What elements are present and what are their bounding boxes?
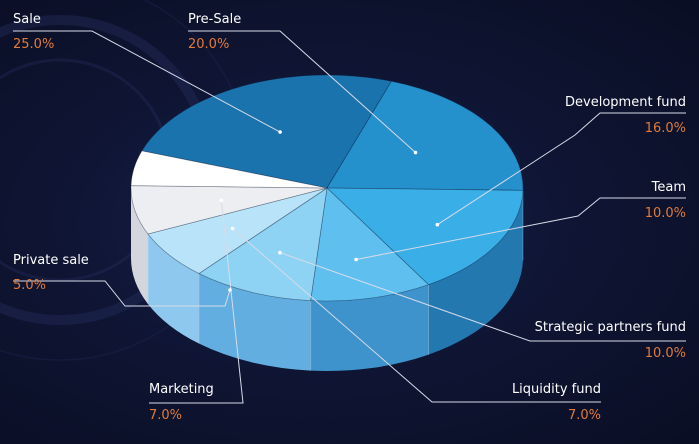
slice-label-marketing: Marketing — [149, 382, 214, 397]
slice-value-sale: 25.0% — [13, 37, 54, 52]
slice-sale — [141, 74, 393, 189]
slice-side-marketing — [131, 188, 148, 304]
leader-line-strategic-partners-fund — [279, 252, 686, 342]
slice-value-team: 10.0% — [645, 206, 686, 221]
slice-side-team — [310, 284, 429, 371]
slice-label-pre-sale: Pre-Sale — [188, 12, 241, 27]
leader-line-development-fund — [437, 112, 686, 226]
leader-dot — [413, 150, 418, 155]
slice-value-liquidity-fund: 7.0% — [568, 408, 601, 423]
leader-dot — [354, 257, 358, 262]
leader-line-team — [355, 197, 686, 261]
slice-liquidity-fund — [147, 187, 328, 275]
slice-value-marketing: 7.0% — [149, 408, 182, 423]
slice-side-strategic-partners-fund — [198, 273, 311, 371]
leader-lines — [13, 30, 686, 404]
slice-label-development-fund: Development fund — [565, 95, 686, 110]
slice-side-liquidity-fund — [147, 233, 199, 344]
leader-dot — [278, 250, 282, 255]
slice-label-strategic-partners-fund: Strategic partners fund — [535, 320, 686, 335]
leader-line-sale — [13, 30, 281, 133]
slice-value-development-fund: 16.0% — [645, 121, 686, 136]
slice-label-liquidity-fund: Liquidity fund — [512, 382, 601, 397]
slice-label-team: Team — [651, 180, 686, 195]
leader-dot — [278, 130, 282, 134]
leader-dot — [228, 288, 232, 292]
leader-line-private-sale — [13, 280, 231, 307]
slice-private-sale — [130, 150, 328, 189]
leader-line-pre-sale — [188, 30, 416, 153]
slice-value-private-sale: 5.0% — [13, 278, 46, 293]
slice-labels: Sale 25.0% Pre-Sale 20.0% Development fund 16… — [13, 12, 686, 423]
slice-development-fund — [325, 187, 524, 286]
slice-label-sale: Sale — [13, 12, 41, 27]
leader-line-marketing — [149, 200, 244, 404]
leader-dot — [435, 222, 440, 227]
slice-marketing — [130, 185, 328, 235]
slice-strategic-partners-fund — [198, 187, 328, 302]
leader-dot — [230, 226, 235, 231]
slice-value-pre-sale: 20.0% — [188, 37, 229, 52]
slice-pre-sale — [326, 80, 524, 191]
slice-label-private-sale: Private sale — [13, 253, 89, 268]
slice-value-strategic-partners-fund: 10.0% — [645, 346, 686, 361]
leader-dot — [219, 198, 224, 203]
pie-slices — [130, 74, 524, 302]
leader-line-liquidity-fund — [232, 228, 601, 403]
